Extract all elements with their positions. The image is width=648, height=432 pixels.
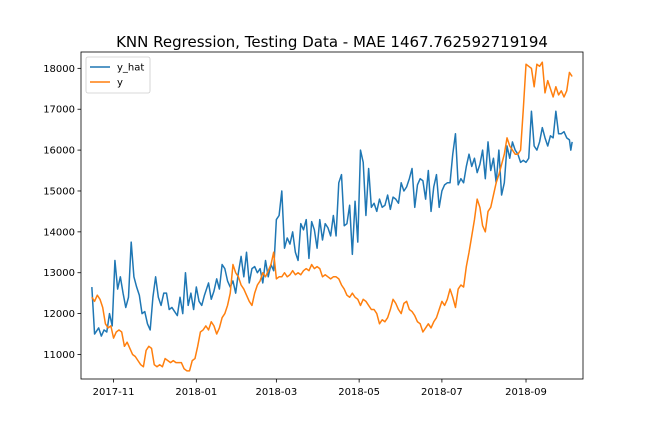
y-tick-label: 16000 [43, 146, 75, 157]
x-tick-label: 2017-11 [93, 387, 135, 398]
x-tick-label: 2018-03 [255, 387, 297, 398]
y-axis: 11000 12000 13000 14000 15000 16000 17000 18000 [43, 64, 81, 361]
y-tick-label: 18000 [43, 64, 75, 75]
chart-title: KNN Regression, Testing Data - MAE 1467.… [116, 33, 548, 51]
series-line-y [91, 61, 573, 372]
y-tick-label: 15000 [43, 186, 75, 197]
y-tick-label: 13000 [43, 268, 75, 279]
x-tick-label: 2018-09 [505, 387, 547, 398]
y-tick-label: 17000 [43, 105, 75, 116]
y-tick-label: 14000 [43, 227, 75, 238]
x-tick-label: 2018-01 [175, 387, 217, 398]
legend-box [85, 56, 151, 94]
plot-area-frame [80, 51, 584, 380]
legend-label-y: y [117, 78, 123, 89]
x-tick-label: 2018-05 [338, 387, 380, 398]
y-tick-label: 11000 [43, 350, 75, 361]
x-axis: 2017-11 2018-01 2018-03 2018-05 2018-07 2018-… [93, 379, 547, 398]
x-tick-label: 2018-07 [421, 387, 463, 398]
legend-label-y-hat: y_hat [117, 63, 144, 74]
series-line-y-hat [91, 110, 573, 337]
y-tick-label: 12000 [43, 309, 75, 320]
series-layer [91, 61, 573, 372]
